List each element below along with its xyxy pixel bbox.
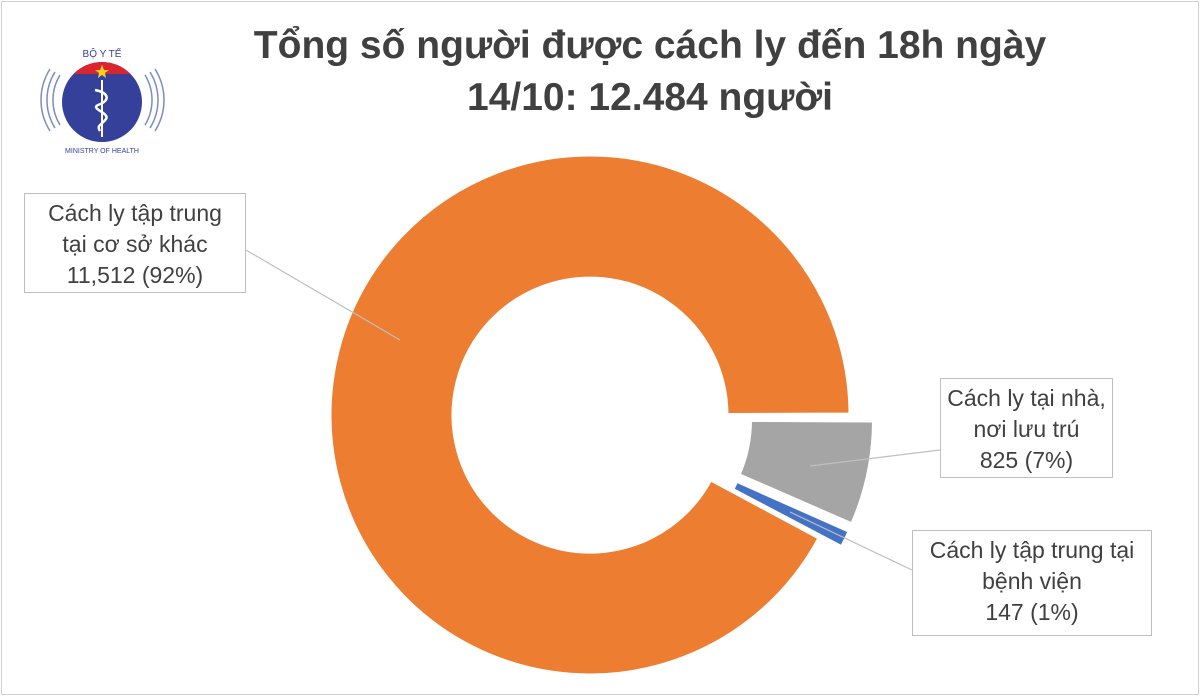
chart-title-line2: 14/10: 12.484 người	[467, 76, 833, 119]
leader-line-facility	[245, 249, 401, 341]
label-name-line2: bệnh viện	[982, 568, 1082, 594]
slice-facility	[328, 153, 852, 677]
label-value: 11,512 (92%)	[66, 262, 204, 288]
leader-line-home	[809, 449, 941, 467]
data-label-hospital: Cách ly tập trung tại bệnh viện 147 (1%)	[912, 530, 1152, 636]
svg-text:MINISTRY OF HEALTH: MINISTRY OF HEALTH	[65, 148, 139, 155]
svg-text:BỘ Y TẾ: BỘ Y TẾ	[83, 47, 122, 60]
ministry-of-health-logo: BỘ Y TẾ MINISTRY OF HEALTH	[40, 47, 165, 155]
label-name-line1: Cách ly tập trung	[48, 200, 222, 226]
leader-line-hospital	[789, 511, 913, 571]
label-name-line2: nơi lưu trú	[973, 416, 1080, 442]
label-value: 825 (7%)	[979, 447, 1074, 473]
slice-home	[737, 418, 876, 526]
data-label-facility: Cách ly tập trung tại cơ sở khác 11,512 …	[24, 193, 246, 293]
chart-title-line1: Tổng số người được cách ly đến 18h ngày	[253, 24, 1047, 67]
label-name-line1: Cách ly tập trung tại	[929, 537, 1135, 563]
label-name-line2: tại cơ sở khác	[62, 231, 208, 257]
slice-hospital	[730, 479, 852, 549]
label-value: 147 (1%)	[985, 599, 1079, 625]
data-label-home: Cách ly tại nhà, nơi lưu trú 825 (7%)	[940, 378, 1113, 478]
label-name-line1: Cách ly tại nhà,	[947, 385, 1106, 411]
